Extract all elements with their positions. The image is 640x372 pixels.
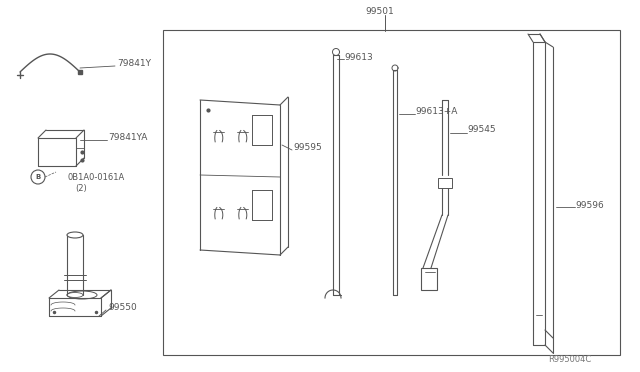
Text: 0B1A0-0161A: 0B1A0-0161A xyxy=(68,173,125,182)
Ellipse shape xyxy=(67,232,83,238)
Text: 79841YA: 79841YA xyxy=(108,134,147,142)
Bar xyxy=(163,30,620,355)
Text: 99501: 99501 xyxy=(365,7,394,16)
Text: 79841Y: 79841Y xyxy=(117,60,151,68)
Text: R995004C: R995004C xyxy=(548,356,591,365)
Text: 99545: 99545 xyxy=(467,125,495,135)
Bar xyxy=(438,178,452,188)
Text: 99596: 99596 xyxy=(575,201,604,209)
Text: 99613+A: 99613+A xyxy=(415,108,458,116)
Text: 99550: 99550 xyxy=(108,304,137,312)
Text: B: B xyxy=(35,174,40,180)
Bar xyxy=(421,268,437,290)
Text: 99613: 99613 xyxy=(344,52,372,61)
Text: 99595: 99595 xyxy=(293,144,322,153)
Text: (2): (2) xyxy=(75,183,87,192)
